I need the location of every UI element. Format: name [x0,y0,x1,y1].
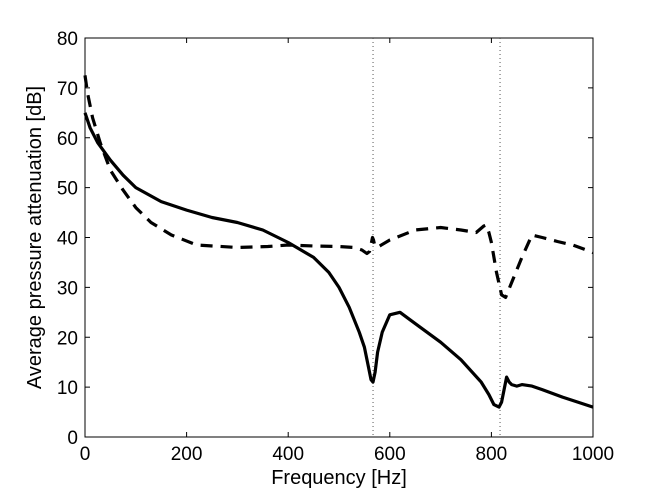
y-tick-label: 30 [57,278,78,299]
y-tick-label: 80 [57,29,78,50]
tick-marks [84,37,594,438]
y-tick-label: 0 [67,428,78,449]
x-tick-label: 400 [272,444,304,465]
y-tick-label: 70 [57,79,78,100]
series-line-dashed [83,75,594,299]
plot-area [84,37,594,438]
x-tick-label: 0 [80,444,91,465]
x-tick-label: 600 [374,444,406,465]
y-tick-label: 10 [57,378,78,399]
x-tick-label: 800 [476,444,508,465]
x-tick-label: 1000 [572,444,614,465]
y-tick-label: 20 [57,328,78,349]
series-line-solid [83,112,594,409]
y-axis-label: Average pressure attenuation [dB] [24,86,46,389]
x-tick-label: 200 [171,444,203,465]
vertical-reference-lines [372,38,501,437]
x-axis-label: Frequency [Hz] [271,467,407,489]
y-tick-label: 50 [57,179,78,200]
y-tick-label: 60 [57,129,78,150]
series-group [83,75,594,409]
tick-labels: 0 200 400 600 800 1000 0 10 20 30 40 50 60 70 80 [57,29,614,465]
y-tick-label: 40 [57,229,78,250]
